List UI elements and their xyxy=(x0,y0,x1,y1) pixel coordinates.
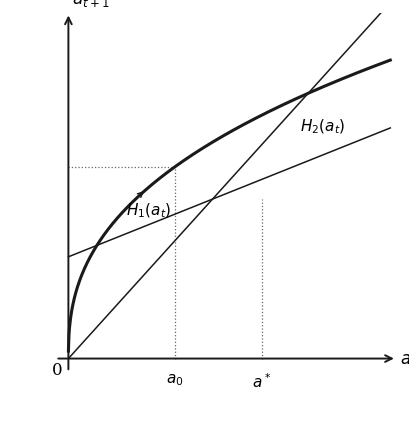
Text: $a^*$: $a^*$ xyxy=(252,372,271,391)
Text: 0: 0 xyxy=(52,362,63,379)
Text: $a_0$: $a_0$ xyxy=(166,372,183,388)
Text: $a_t$: $a_t$ xyxy=(400,352,409,369)
Text: $H_1(a_t)$: $H_1(a_t)$ xyxy=(126,202,171,220)
Text: $a_{t+1}$: $a_{t+1}$ xyxy=(72,0,109,9)
Text: $H_2(a_t)$: $H_2(a_t)$ xyxy=(300,117,345,136)
